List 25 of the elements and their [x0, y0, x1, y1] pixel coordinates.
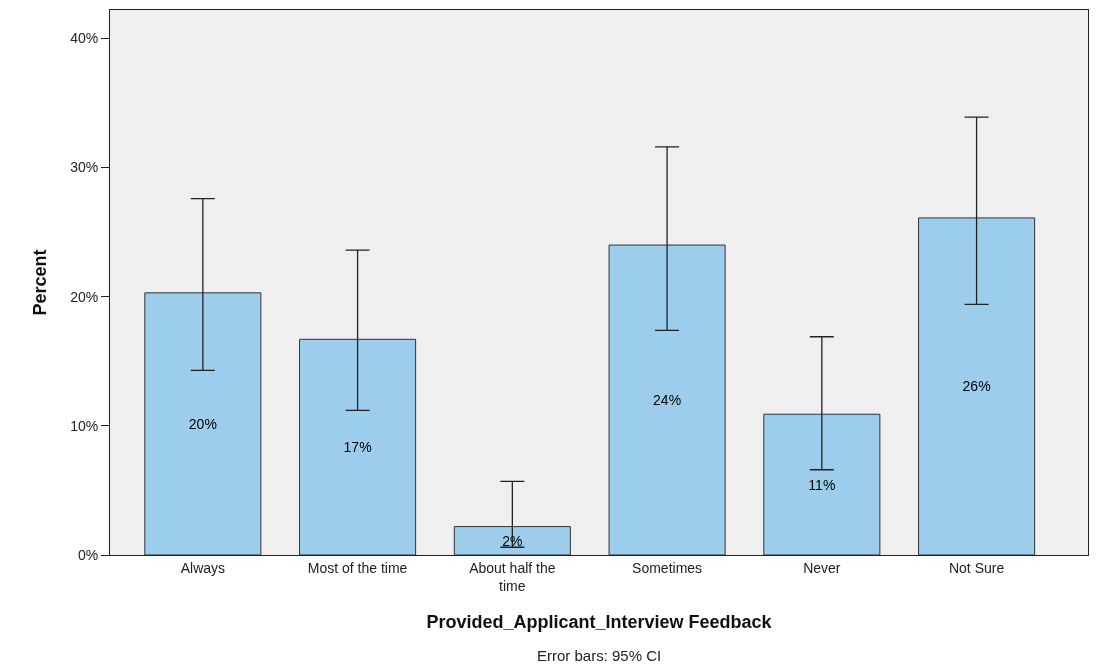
- bar: [608, 244, 726, 555]
- x-tick-label: About half the time: [469, 559, 556, 594]
- bar: [918, 217, 1036, 555]
- x-tick-label: Not Sure: [948, 559, 1005, 576]
- y-tick-label: 10%: [70, 417, 99, 434]
- x-axis-title: Provided_Applicant_Interview Feedback: [426, 612, 773, 633]
- data-label: 24%: [653, 392, 682, 409]
- bar: [144, 292, 262, 555]
- y-axis-title: Percent: [30, 249, 51, 316]
- y-tick-label: 0%: [77, 546, 99, 563]
- bar: [299, 338, 417, 555]
- bar: [763, 413, 881, 555]
- x-tick-label: Never: [803, 559, 841, 576]
- data-label: 17%: [343, 439, 372, 456]
- x-tick-label: Always: [180, 559, 226, 576]
- data-label: 20%: [188, 415, 217, 432]
- data-label: 11%: [808, 476, 836, 493]
- y-tick-label: 30%: [70, 159, 99, 176]
- data-label: 26%: [962, 378, 991, 395]
- x-tick-label: Sometimes: [632, 559, 703, 576]
- y-tick-label: 40%: [70, 30, 99, 47]
- text: Error bars: 95% CI: [537, 647, 662, 664]
- x-tick-label: Most of the time: [307, 559, 408, 576]
- bar: [453, 526, 571, 555]
- y-tick-label: 20%: [70, 288, 99, 305]
